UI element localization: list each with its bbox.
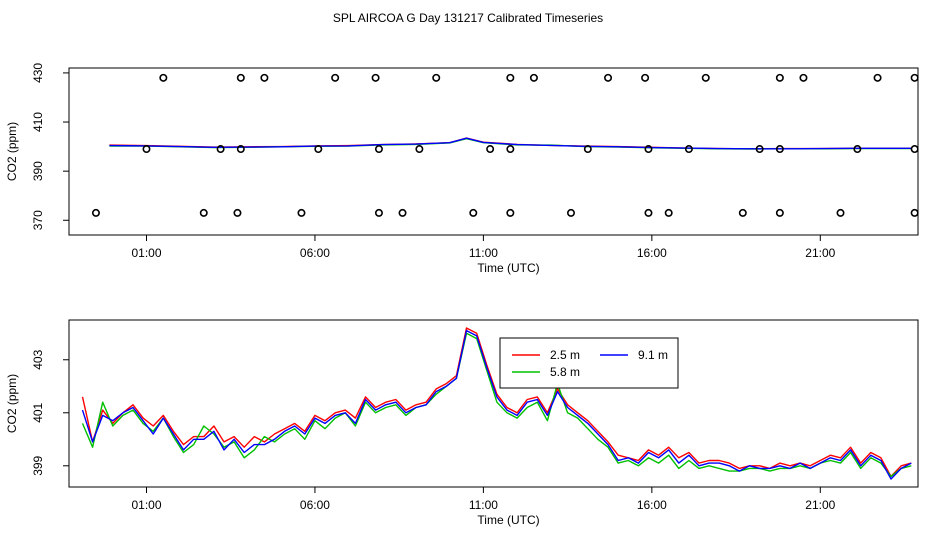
y-tick-label: 370 <box>31 210 45 230</box>
y-tick-label: 390 <box>31 161 45 181</box>
scatter-point <box>142 145 151 154</box>
scatter-point <box>684 145 693 154</box>
scatter-point <box>236 145 245 154</box>
scatter-point <box>644 208 653 217</box>
scatter-point <box>738 208 747 217</box>
figure-title: SPL AIRCOA G Day 131217 Calibrated Times… <box>333 11 603 25</box>
x-tick-label: 21:00 <box>805 246 835 260</box>
scatter-point <box>233 208 242 217</box>
series-line-0 <box>81 327 912 478</box>
scatter-point <box>529 73 538 82</box>
scatter-point <box>910 73 919 82</box>
scatter-point <box>775 73 784 82</box>
series-line-2 <box>81 329 912 480</box>
scatter-point <box>398 208 407 217</box>
top-panel: 01:00 06:00 11:00 16:00 21:00 370 390 410 430 Tim… <box>5 63 919 275</box>
scatter-point <box>799 73 808 82</box>
scatter-point <box>836 208 845 217</box>
scatter-point <box>469 208 478 217</box>
y-tick-label: 410 <box>31 112 45 132</box>
y-tick-label: 401 <box>31 402 45 422</box>
scatter-point <box>664 208 673 217</box>
scatter-point <box>371 73 380 82</box>
scatter-point <box>755 145 764 154</box>
legend-label: 9.1 m <box>638 348 668 362</box>
y-tick-label: 399 <box>31 455 45 475</box>
scatter-point <box>775 208 784 217</box>
scatter-point <box>910 145 919 154</box>
scatter-point <box>314 145 323 154</box>
scatter-point <box>873 73 882 82</box>
y-axis-label: CO2 (ppm) <box>5 122 19 181</box>
scatter-point <box>486 145 495 154</box>
scatter-point <box>853 145 862 154</box>
series-line-2 <box>109 137 912 150</box>
bottom-panel: 01:00 06:00 11:00 16:00 21:00 399 401 403 Time (… <box>5 319 919 527</box>
x-tick-label: 16:00 <box>637 246 667 260</box>
scatter-point <box>583 145 592 154</box>
scatter-point <box>432 73 441 82</box>
x-tick-label: 06:00 <box>300 498 330 512</box>
scatter-point <box>415 145 424 154</box>
x-axis-label: Time (UTC) <box>477 261 539 275</box>
scatter-point <box>199 208 208 217</box>
x-tick-label: 01:00 <box>131 498 161 512</box>
x-tick-label: 06:00 <box>300 246 330 260</box>
scatter-point <box>236 73 245 82</box>
scatter-point <box>297 208 306 217</box>
x-tick-label: 01:00 <box>131 246 161 260</box>
scatter-point <box>701 73 710 82</box>
scatter-point <box>604 73 613 82</box>
x-axis-label: Time (UTC) <box>477 513 539 527</box>
scatter-point <box>910 208 919 217</box>
x-tick-label: 21:00 <box>805 498 835 512</box>
y-axis-label: CO2 (ppm) <box>5 374 19 433</box>
legend-label: 2.5 m <box>550 348 580 362</box>
scatter-point <box>506 73 515 82</box>
y-tick-label: 430 <box>31 63 45 83</box>
scatter-point <box>506 145 515 154</box>
x-tick-label: 16:00 <box>637 498 667 512</box>
scatter-point <box>216 145 225 154</box>
scatter-point <box>506 208 515 217</box>
plot-frame <box>68 319 919 488</box>
series-line-1 <box>81 332 912 478</box>
scatter-point <box>91 208 100 217</box>
scatter-point <box>374 145 383 154</box>
scatter-point <box>374 208 383 217</box>
scatter-point <box>644 145 653 154</box>
x-tick-label: 11:00 <box>469 246 498 260</box>
legend-box <box>499 337 679 389</box>
y-tick-label: 403 <box>31 349 45 369</box>
scatter-point <box>641 73 650 82</box>
scatter-point <box>159 73 168 82</box>
legend-label: 5.8 m <box>550 365 580 379</box>
scatter-point <box>775 145 784 154</box>
scatter-point <box>260 73 269 82</box>
scatter-point <box>566 208 575 217</box>
plot-frame <box>68 67 919 236</box>
x-tick-label: 11:00 <box>469 498 498 512</box>
scatter-point <box>331 73 340 82</box>
